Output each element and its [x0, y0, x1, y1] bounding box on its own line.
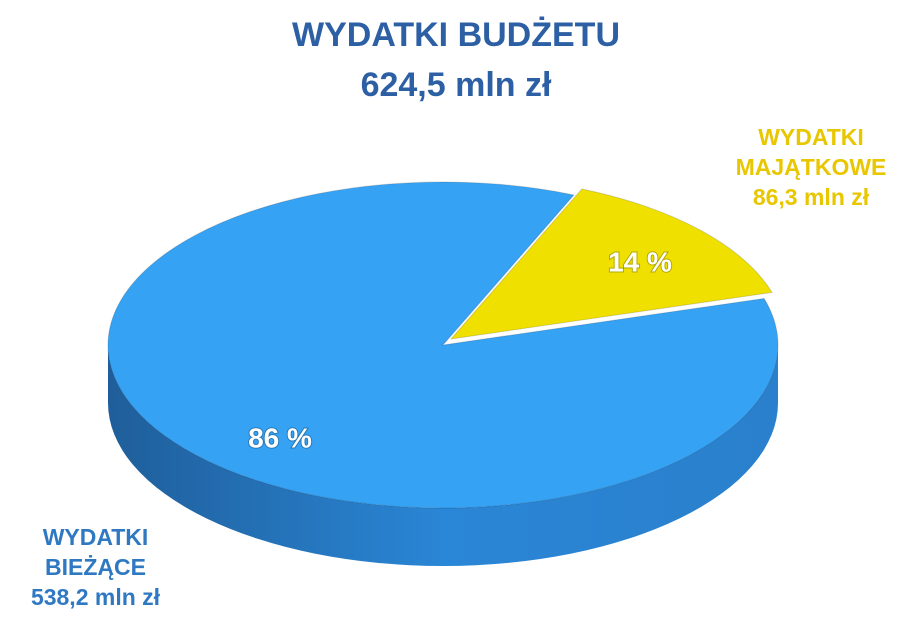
chart-subtitle: 624,5 mln zł: [360, 66, 552, 104]
value-label: 14 %: [608, 246, 672, 277]
slice-side: [108, 345, 778, 566]
chart-title: WYDATKI BUDŻETU: [292, 16, 620, 54]
category-label: WYDATKI MAJĄTKOWE 86,3 mln zł: [712, 122, 910, 212]
category-name: WYDATKI MAJĄTKOWE: [735, 124, 887, 180]
slice: [107, 181, 779, 509]
category-amount: 538,2 mln zł: [30, 584, 161, 610]
slice-group: [107, 181, 779, 566]
slice: [449, 188, 773, 340]
category-label: WYDATKI BIEŻĄCE 538,2 mln zł: [8, 522, 183, 612]
category-name: WYDATKI BIEŻĄCE: [42, 524, 149, 580]
slice-group: [449, 188, 773, 340]
value-label: 86 %: [248, 422, 312, 453]
category-amount: 86,3 mln zł: [752, 184, 870, 210]
